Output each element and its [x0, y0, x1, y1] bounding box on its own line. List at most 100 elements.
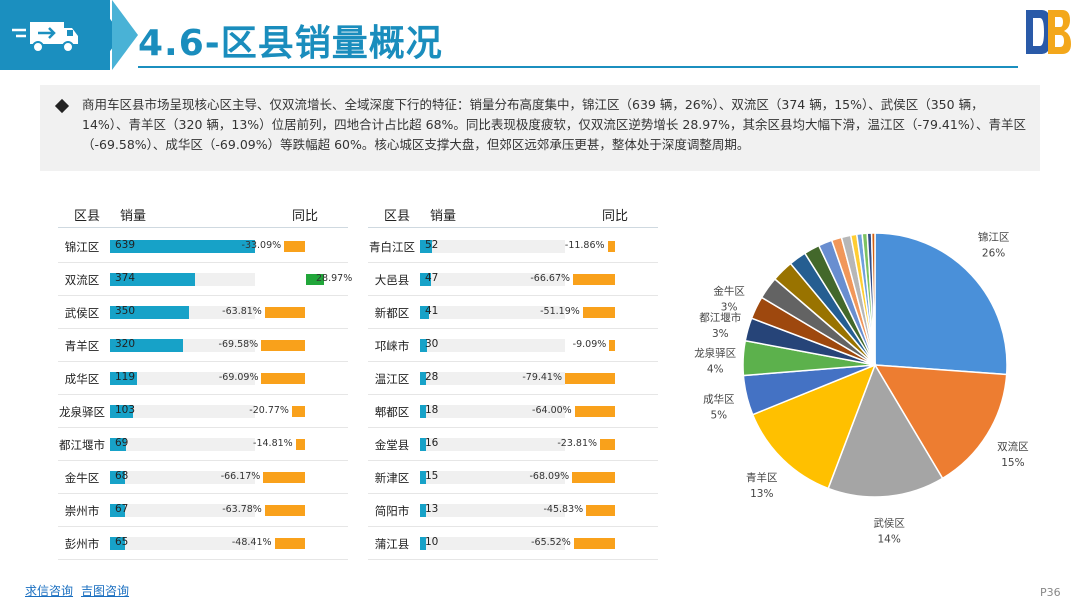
pie-percent-label: 3% — [712, 328, 729, 340]
yoy-bar — [306, 274, 325, 285]
page-number: P36 — [1040, 586, 1061, 599]
yoy-bar — [586, 505, 615, 516]
row-separator — [368, 526, 658, 527]
district-name: 成华区 — [64, 371, 100, 386]
table-row: 新津区 15 -68.09% — [368, 461, 658, 494]
sales-bar-track — [110, 537, 255, 550]
sales-bar — [420, 372, 427, 385]
sales-value: 68 — [115, 470, 129, 482]
sales-value: 41 — [425, 305, 439, 317]
header-sales: 销量 — [120, 209, 147, 224]
sales-bar-track — [110, 405, 255, 418]
sales-bar — [110, 339, 183, 352]
row-separator — [368, 361, 658, 362]
sales-bar-track — [420, 372, 565, 385]
yoy-value: -69.09% — [218, 372, 259, 383]
district-name: 金牛区 — [64, 470, 100, 485]
truck-icon — [12, 22, 78, 53]
pie-label: 双流区 — [997, 440, 1029, 453]
yoy-bar — [284, 241, 305, 252]
yoy-value: -11.86% — [564, 240, 605, 251]
district-name: 青羊区 — [64, 338, 100, 353]
sales-bar-track — [110, 372, 255, 385]
header-sales: 销量 — [430, 209, 457, 224]
sales-bar-track — [420, 405, 565, 418]
yoy-bar — [607, 241, 615, 252]
header-underline — [368, 227, 658, 228]
district-name: 新都区 — [374, 305, 410, 320]
pie-percent-label: 5% — [710, 409, 727, 421]
pie-slice — [870, 232, 876, 366]
sales-bar-track — [420, 339, 565, 352]
yoy-value: -48.41% — [231, 537, 272, 548]
sales-bar — [110, 240, 255, 253]
row-separator — [58, 493, 348, 494]
yoy-value: -69.58% — [218, 339, 259, 350]
sales-value: 119 — [115, 371, 136, 383]
sales-value: 350 — [115, 305, 136, 317]
table-row: 金牛区 68 -66.17% — [58, 461, 348, 494]
table-row: 青白江区 52 -11.86% — [368, 230, 658, 263]
district-name: 简阳市 — [374, 503, 410, 518]
sales-value: 28 — [425, 371, 439, 383]
header-underline — [58, 227, 348, 228]
sales-value: 13 — [425, 503, 439, 515]
district-name: 邛崃市 — [374, 338, 410, 353]
pie-percent-label: 14% — [877, 533, 900, 545]
district-name: 龙泉驿区 — [59, 404, 105, 419]
yoy-bar — [609, 340, 615, 351]
pie-label: 武侯区 — [873, 516, 905, 529]
sales-bar — [110, 273, 195, 286]
sales-bar — [420, 405, 426, 418]
table-row: 崇州市 67 -63.78% — [58, 494, 348, 527]
sales-bar — [420, 471, 426, 484]
table-row: 成华区 119 -69.09% — [58, 362, 348, 395]
pie-percent-label: 13% — [750, 488, 773, 500]
yoy-value: -65.52% — [531, 537, 571, 548]
pie-label: 龙泉驿区 — [694, 346, 736, 359]
page-title: 4.6-区县销量概况 — [138, 23, 443, 64]
sales-value: 16 — [425, 437, 439, 449]
pie-label: 金牛区 — [713, 285, 745, 298]
sales-value: 65 — [115, 536, 129, 548]
yoy-value: -51.19% — [540, 306, 580, 317]
footer-link-jitu[interactable]: 吉图咨询 — [81, 584, 130, 598]
row-separator — [368, 262, 658, 263]
sales-bar — [110, 405, 134, 418]
sales-bar-track — [110, 471, 255, 484]
sales-bar-track — [420, 438, 565, 451]
yoy-value: -66.67% — [530, 273, 571, 284]
table-row: 蒲江县 10 -65.52% — [368, 527, 658, 560]
row-separator — [368, 328, 658, 329]
district-name: 青白江区 — [369, 239, 415, 254]
sales-bar — [420, 537, 426, 550]
table-row: 温江区 28 -79.41% — [368, 362, 658, 395]
summary-panel — [40, 85, 1040, 171]
sales-bar — [420, 339, 427, 352]
pie-label: 成华区 — [703, 392, 735, 405]
district-name: 锦江区 — [64, 239, 100, 254]
yoy-bar — [574, 406, 615, 417]
pie-percent-label: 4% — [707, 363, 724, 375]
sales-bar-track — [420, 306, 565, 319]
district-name: 温江区 — [374, 371, 410, 386]
row-separator — [368, 493, 658, 494]
header-yoy: 同比 — [602, 209, 629, 224]
sales-bar — [420, 504, 426, 517]
yoy-bar — [291, 406, 305, 417]
footer-link-qiuxin[interactable]: 求信咨询 — [25, 584, 74, 598]
table-row: 金堂县 16 -23.81% — [368, 428, 658, 461]
sales-bar-track — [420, 504, 565, 517]
yoy-value: -79.41% — [522, 372, 562, 383]
sales-bar-track — [420, 471, 565, 484]
yoy-bar — [263, 472, 305, 483]
sales-value: 374 — [115, 272, 136, 284]
yoy-value: -45.83% — [543, 504, 584, 515]
row-separator — [58, 559, 348, 560]
district-name: 双流区 — [64, 272, 100, 287]
table-row: 都江堰市 69 -14.81% — [58, 428, 348, 461]
header-yoy: 同比 — [292, 209, 319, 224]
table-row: 锦江区 639 -33.09% — [58, 230, 348, 263]
district-name: 彭州市 — [64, 536, 100, 551]
yoy-bar — [573, 538, 615, 549]
